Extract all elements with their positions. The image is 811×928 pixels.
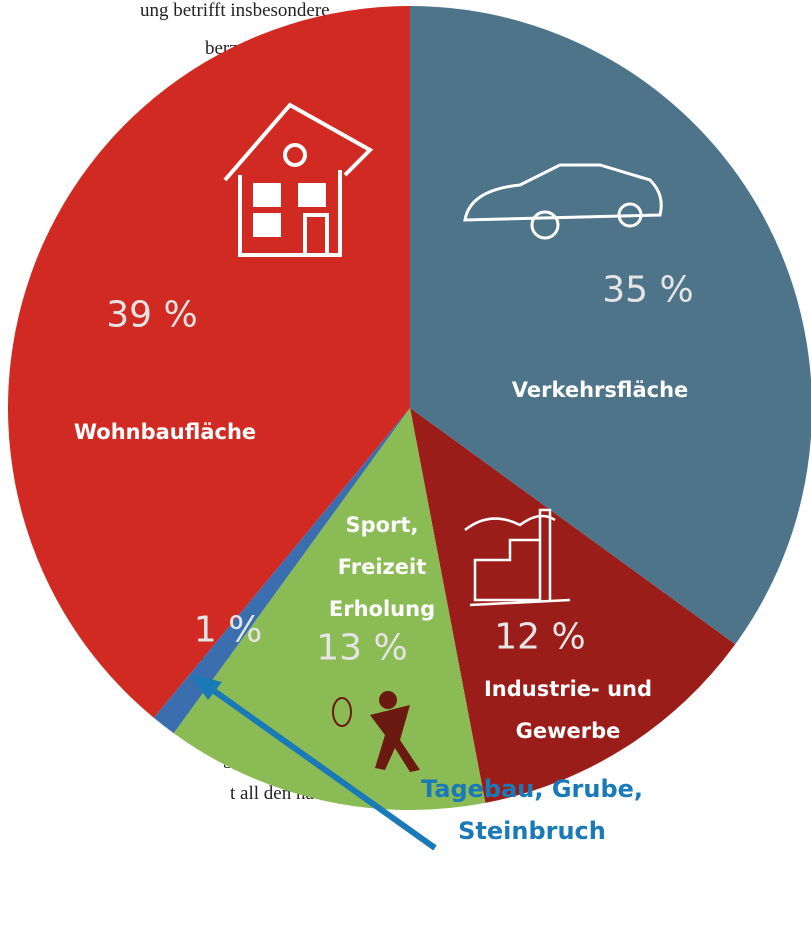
value-label: 12 % (494, 617, 585, 658)
category-label: Sport, Freizeit Erholung (312, 504, 452, 630)
value-label: 35 % (602, 270, 693, 311)
value-label: 13 % (316, 628, 407, 669)
category-label: Verkehrsfläche (470, 369, 730, 411)
value-label: 1 % (194, 610, 263, 651)
chart (0, 0, 811, 928)
value-label: 39 % (106, 295, 197, 336)
category-label: Wohnbaufläche (35, 411, 295, 453)
page: ung betrifft insbesondereberzentrum Biel… (0, 0, 811, 928)
category-label: Industrie- und Gewerbe (473, 668, 663, 752)
category-label: Tagebau, Grube, Steinbruch (412, 768, 652, 852)
